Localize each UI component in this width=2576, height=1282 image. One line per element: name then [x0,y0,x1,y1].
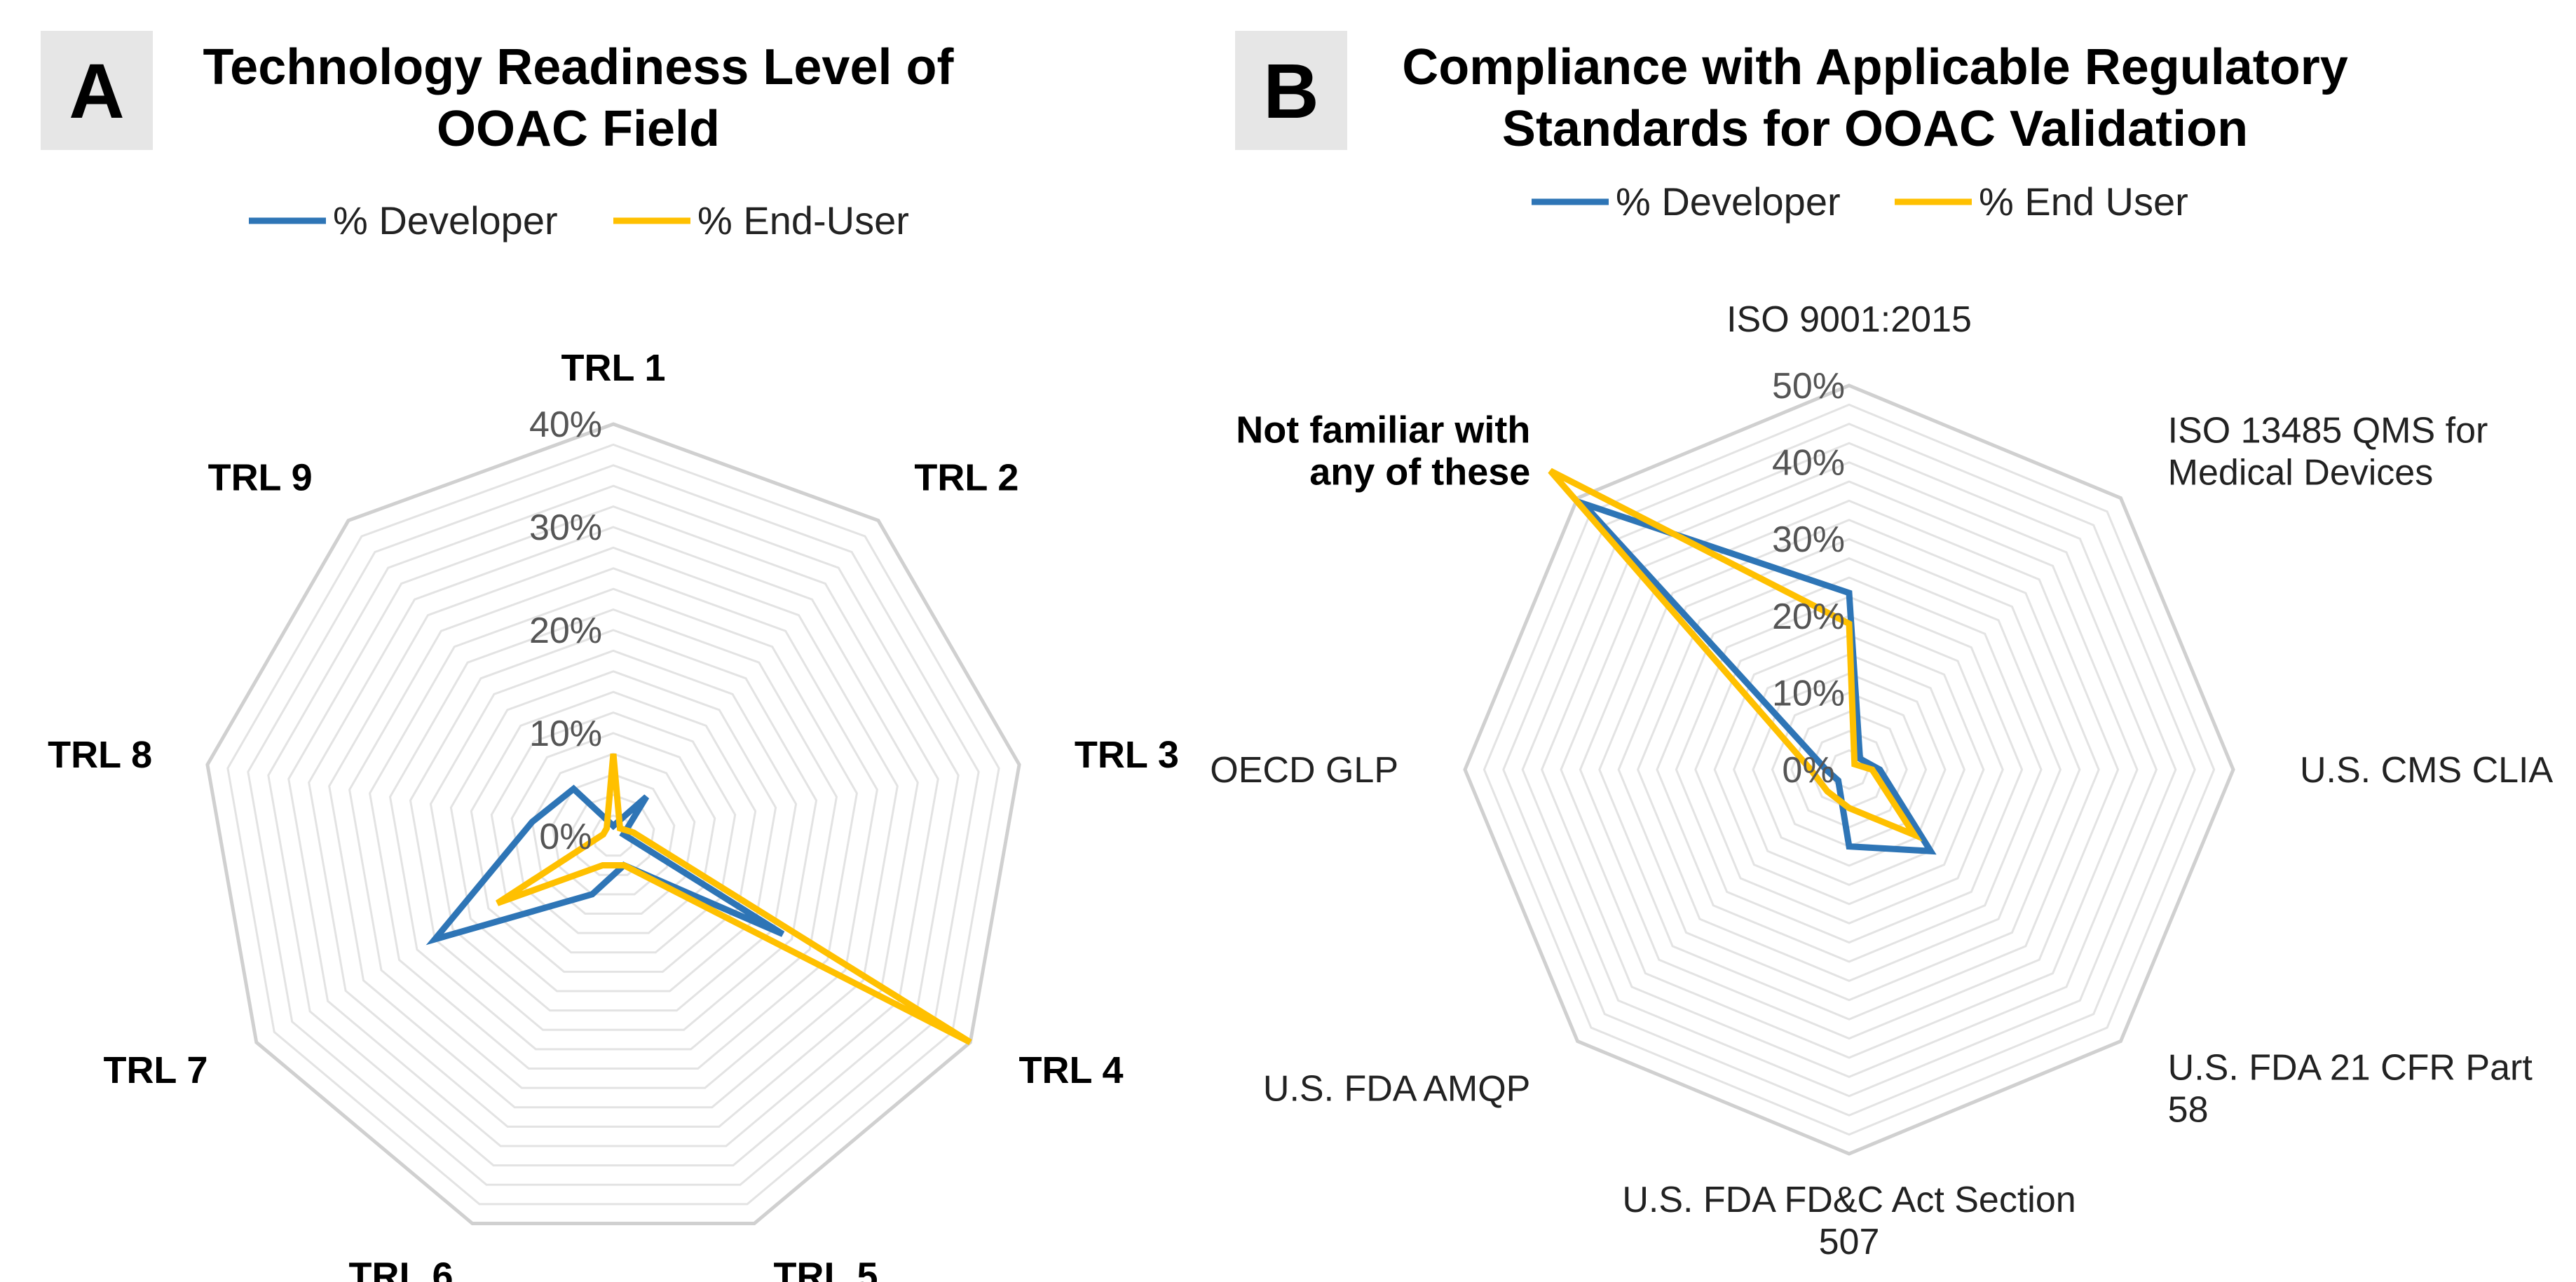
panel-b-grid-ring [1560,480,2139,1059]
panel-b-letter-box [1235,31,1347,150]
panel-a-grid-ring [429,649,798,1012]
panel-a-grid-ring [409,629,818,1031]
panel-a-category-label: TRL 3 [1075,734,1179,776]
panel-b-grid-ring [1694,615,2004,925]
panel-b-grid-ring [1463,383,2235,1156]
panel-a-category-label: TRL 9 [208,456,313,498]
panel-a-grid-ring [531,752,696,915]
panel-a-grid-ring [328,546,899,1109]
panel-a-legend: % Developer % End-User [249,198,909,243]
panel-a-grid-ring [267,484,960,1167]
panel-a-category-label: TRL 2 [914,456,1018,498]
panel-b-grid-ring [1675,595,2024,944]
panel-b-radar: 0% 10% 20% 30% 40% 50% ISO 9001:2015 ISO 13485 … [1210,299,2553,1262]
panel-b-series-developer [1572,496,1937,855]
panel-a-series-end-user [496,753,972,1046]
panel-a-grid-ring [368,587,859,1070]
panel-b-category-label: U.S. FDA 21 CFR Part 58 [2168,1048,2533,1131]
panel-b-category-label: U.S. CMS CLIA [2300,750,2553,791]
panel-b-letter: B [1263,48,1318,135]
panel-a-radial-tick-label: 20% [529,611,602,651]
panel-a-grid-ring [510,732,716,934]
panel-b-radial-tick-label: 50% [1772,366,1845,407]
panel-b-grid-ring [1579,499,2120,1040]
panel-b-category-label: Not familiar with any of these [1236,409,1530,493]
panel-a-grid-ring [287,505,939,1147]
panel-a-grid-ring [205,422,1021,1226]
panel-b-radial-tick-label: 30% [1772,519,1845,560]
panel-b-grid-ring [1598,519,2100,1021]
panel-b-category-label: ISO 9001:2015 [1726,299,1972,340]
panel-b-grid-ring [1713,634,1985,906]
panel-a-radar: 0% 10% 20% 30% 40% TRL 1 TRL 2 TRL 3 TRL 4 TRL 5 T… [48,347,1179,1282]
panel-a-grid-ring [470,690,757,973]
panel-a-letter-box [41,31,153,150]
panel-b-radial-tick-label: 20% [1772,596,1845,637]
panel-a-category-label: TRL 4 [1019,1049,1124,1091]
panel-b-grid-ring [1732,653,1966,887]
panel-a-grid-ring [449,670,777,993]
panel-b-legend: % Developer % End User [1532,179,2188,224]
panel-a-radial-tick-label: 0% [539,817,592,857]
panel-a-legend-label-end-user: % End-User [697,198,909,243]
panel-a-category-label: TRL 1 [561,347,665,389]
panel-b-radial-tick-label: 0% [1782,750,1834,791]
panel-a-category-label: TRL 7 [103,1049,207,1091]
panel-a-grid-ring [388,608,838,1051]
panel-b-category-label: U.S. FDA FD&C Act Section 507 [1622,1180,2076,1262]
panel-b-grid-ring [1540,461,2158,1079]
panel-a-legend-label-developer: % Developer [333,198,558,243]
panel-b: B Compliance with Applicable Regulatory … [1210,31,2553,1262]
panel-a-category-label: TRL 5 [773,1255,878,1282]
panel-a-title-line-1: Technology Readiness Level of [203,39,955,95]
panel-b-grid-ring [1483,403,2216,1136]
panel-b-legend-label-developer: % Developer [1616,179,1841,224]
panel-a-category-label: TRL 6 [348,1255,453,1282]
panel-b-title-line-1: Compliance with Applicable Regulatory [1402,39,2348,95]
panel-b-grid-ring [1502,423,2196,1117]
panel-a-series-developer [425,784,785,946]
panel-a-grid-ring [308,526,919,1128]
panel-a-radial-tick-label: 30% [529,507,602,548]
panel-b-category-label: OECD GLP [1210,750,1398,791]
panel-a-radial-tick-label: 40% [529,404,602,445]
panel-b-category-label: ISO 13485 QMS for Medical Devices [2168,410,2488,493]
panel-a-letter: A [69,48,124,135]
panel-a-grid-ring [226,443,1000,1206]
panel-a: A Technology Readiness Level of OOAC Fie… [41,31,1179,1282]
panel-b-grid-ring [1636,557,2062,983]
panel-a-grid-ring [348,567,878,1089]
panel-b-category-label: U.S. FDA AMQP [1263,1069,1530,1110]
panel-b-legend-label-end-user: % End User [1979,179,2188,224]
panel-a-grid-ring [490,711,737,954]
panel-b-title-line-2: Standards for OOAC Validation [1502,101,2248,157]
panel-a-grid-ring [247,464,980,1186]
panel-a-grid-ring [551,773,676,896]
panel-b-grid-ring [1617,538,2081,1002]
panel-b-radial-tick-label: 40% [1772,443,1845,484]
panel-b-grid-ring [1521,442,2177,1098]
panel-a-radial-tick-label: 10% [529,714,602,754]
panel-b-grid-ring [1656,576,2043,963]
panel-b-radial-tick-label: 10% [1772,673,1845,714]
panel-a-title-line-2: OOAC Field [437,101,720,157]
panel-b-series-end-user [1548,468,1923,842]
panel-a-category-label: TRL 8 [48,734,152,776]
